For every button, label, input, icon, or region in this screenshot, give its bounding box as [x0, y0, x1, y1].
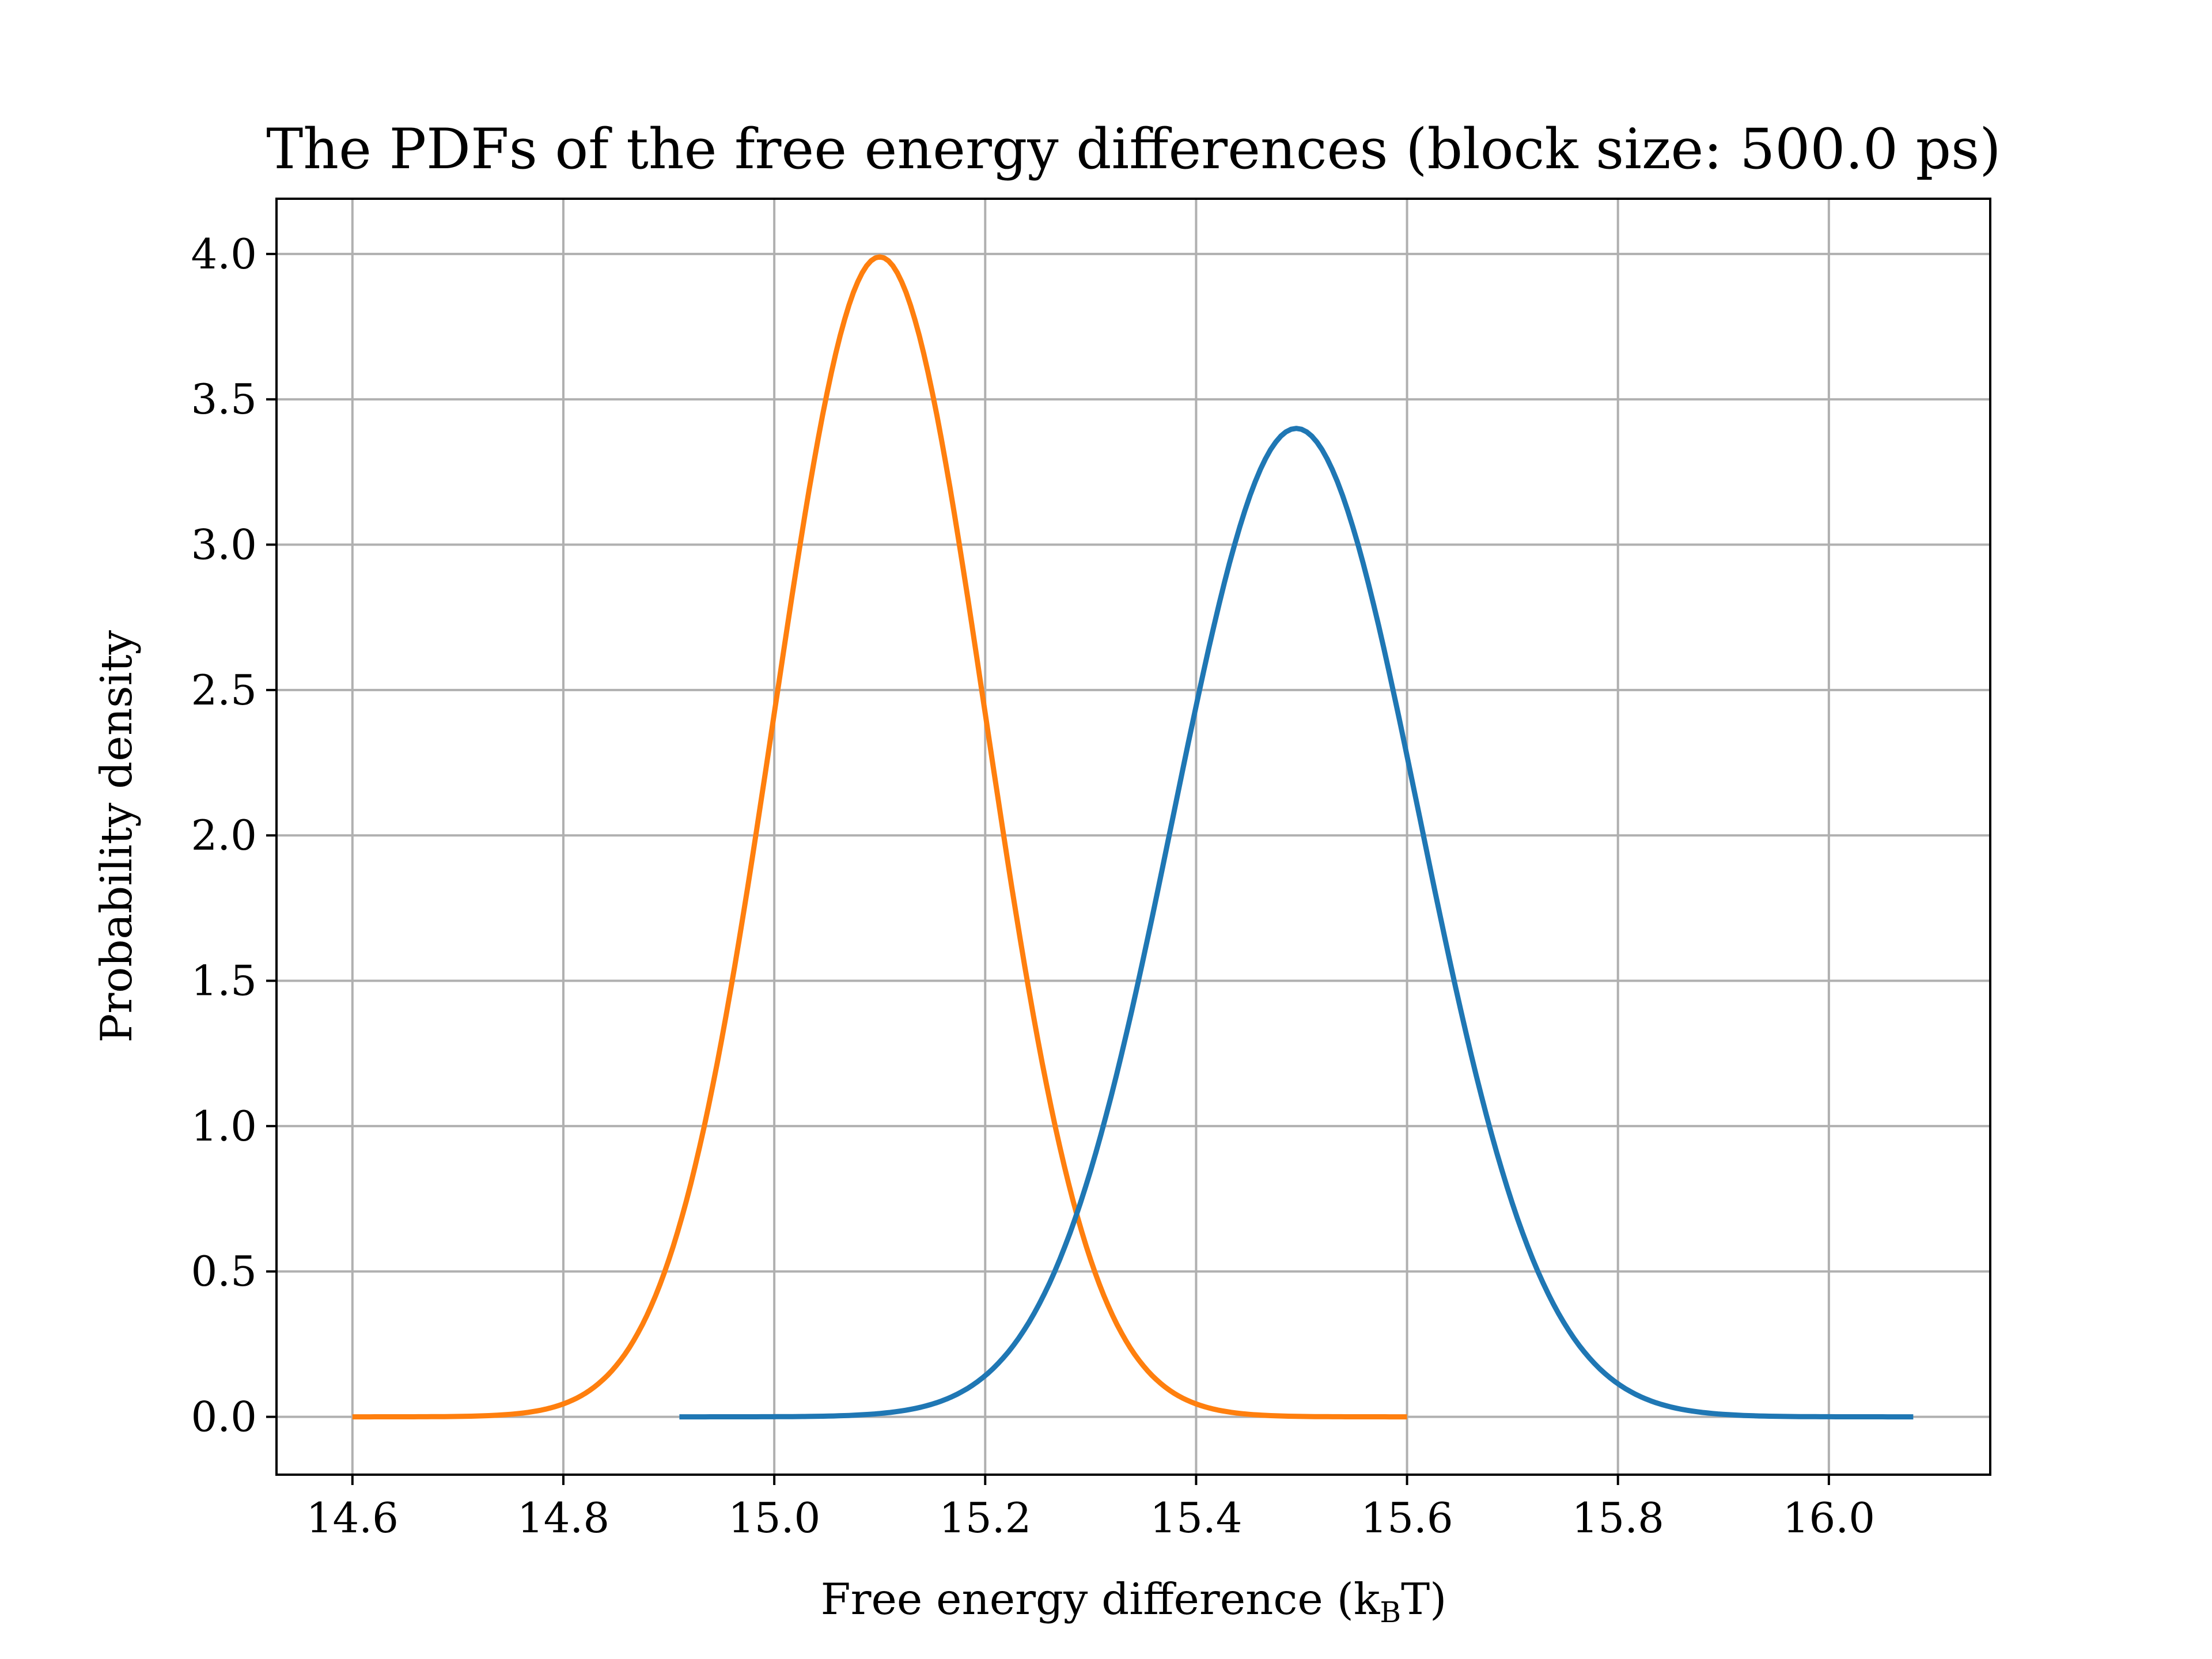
x-tick-label: 14.8	[517, 1494, 609, 1542]
y-tick-label: 0.5	[191, 1247, 257, 1296]
y-tick-label: 0.0	[191, 1393, 257, 1441]
x-tick-label: 15.4	[1150, 1494, 1242, 1542]
x-tick-label: 14.6	[306, 1494, 399, 1542]
series-line-1	[352, 254, 1407, 1420]
ticks: 14.6 14.8 15.0 15.2 15.4 15.6 15.8 16.0 0.0 0.5 1.…	[191, 230, 1875, 1542]
x-axis-label: Free energy difference (kBT)	[821, 1574, 1447, 1629]
y-tick-label: 2.0	[191, 811, 257, 859]
plot-frame	[275, 198, 1991, 1476]
x-axis-label-main: Free energy difference (k	[821, 1574, 1380, 1624]
y-tick-label: 2.5	[191, 666, 257, 714]
x-tick-label: 15.2	[939, 1494, 1031, 1542]
y-axis-label: Probability density	[91, 630, 142, 1043]
y-tick-label: 1.5	[191, 957, 257, 1005]
x-axis-label-subscript: B	[1380, 1596, 1401, 1629]
x-tick-label: 15.6	[1361, 1494, 1453, 1542]
x-tick-label: 15.0	[728, 1494, 820, 1542]
x-axis-label-tail: T)	[1401, 1574, 1446, 1624]
y-tick-label: 1.0	[191, 1102, 257, 1150]
grid	[276, 199, 1990, 1475]
y-tick-label: 3.0	[191, 521, 257, 569]
y-tick-label: 3.5	[191, 375, 257, 423]
x-tick-label: 16.0	[1783, 1494, 1875, 1542]
y-tick-label: 4.0	[191, 230, 257, 278]
series-layer	[352, 254, 1914, 1420]
x-tick-label: 15.8	[1572, 1494, 1664, 1542]
series-line-2	[679, 426, 1914, 1420]
chart-title: The PDFs of the free energy differences …	[266, 117, 2001, 181]
